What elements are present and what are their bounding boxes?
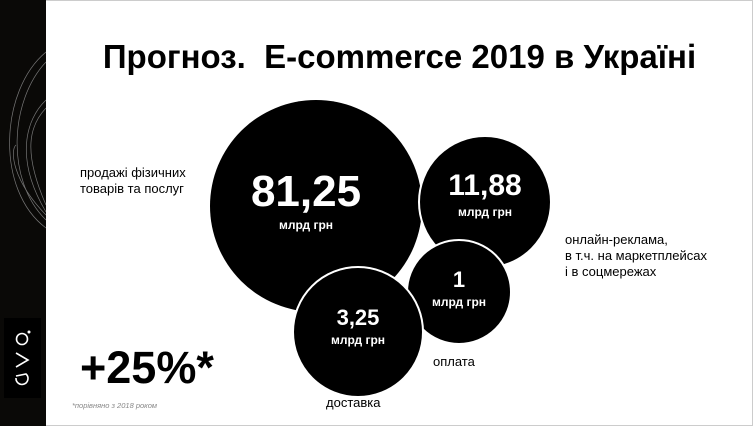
bubble-unit: млрд грн (431, 295, 487, 309)
bubble-value: 3,25 (336, 305, 380, 330)
growth-value: +25%* (80, 342, 214, 393)
label-payment: оплата (433, 354, 475, 369)
decorative-swirl-icon (9, 51, 46, 229)
bubble-unit: млрд грн (457, 205, 513, 219)
label-physical-goods: продажі фізичних товарів та послуг (80, 165, 186, 196)
bubble-value: 81,25 (250, 167, 362, 216)
bubble-unit: млрд грн (278, 218, 334, 232)
bubble-delivery: 3,25 млрд грн (292, 266, 424, 398)
evo-logo (4, 318, 41, 398)
label-delivery: доставка (326, 395, 381, 410)
label-online-ads: онлайн-реклама, в т.ч. на маркетплейсах … (565, 232, 707, 279)
bubble-unit: млрд грн (330, 333, 386, 347)
sidebar (0, 0, 46, 426)
footnote: *порівняно з 2018 роком (72, 401, 158, 410)
bubble-payment: 1 млрд грн (406, 239, 512, 345)
slide-title: Прогноз. E-commerce 2019 в Україні (102, 38, 697, 75)
bubble-value: 1 (452, 267, 466, 292)
bubble-value: 11,88 (448, 169, 522, 202)
